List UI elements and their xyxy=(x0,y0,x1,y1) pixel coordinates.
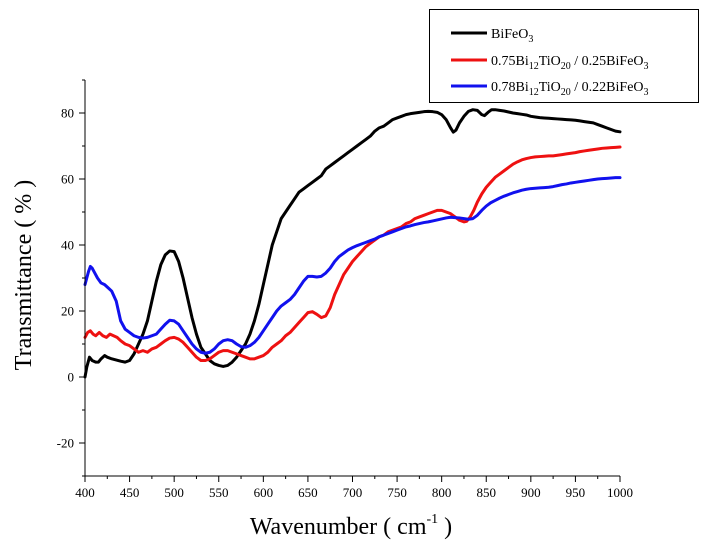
y-tick-label-20: 20 xyxy=(61,304,74,319)
y-tick-label-0: 0 xyxy=(68,370,75,385)
x-tick-label-700: 700 xyxy=(343,485,363,500)
x-tick-label-850: 850 xyxy=(477,485,497,500)
y-axis-title: Transmittance ( % ) xyxy=(11,180,37,370)
series-line-1 xyxy=(83,145,622,362)
x-tick-label-900: 900 xyxy=(521,485,541,500)
x-tick-label-650: 650 xyxy=(298,485,318,500)
x-tick-label-750: 750 xyxy=(387,485,407,500)
x-axis-title: Wavenumber ( cm-1 ) xyxy=(250,512,452,540)
legend-label-bifeo3: BiFeO3 xyxy=(491,27,533,45)
x-tick-label-600: 600 xyxy=(254,485,274,500)
x-tick-label-550: 550 xyxy=(209,485,229,500)
plot-area xyxy=(83,108,622,379)
x-axis-title-end: ) xyxy=(438,514,452,540)
legend-label-075: 0.75Bi12TiO20 / 0.25BiFeO3 xyxy=(491,54,649,72)
y-tick-label-40: 40 xyxy=(61,238,74,253)
x-tick-label-400: 400 xyxy=(75,485,95,500)
x-axis-title-sup: -1 xyxy=(427,512,439,527)
x-tick-label-500: 500 xyxy=(164,485,184,500)
y-tick-label-80: 80 xyxy=(61,106,74,121)
legend: BiFeO3 0.75Bi12TiO20 / 0.25BiFeO3 0.78Bi… xyxy=(429,9,699,103)
series-line-2 xyxy=(83,176,622,355)
y-tick-label--20: -20 xyxy=(57,436,74,451)
x-tick-label-950: 950 xyxy=(566,485,586,500)
series-line-0 xyxy=(83,108,622,379)
x-tick-label-800: 800 xyxy=(432,485,452,500)
legend-label-078: 0.78Bi12TiO20 / 0.22BiFeO3 xyxy=(491,80,649,98)
x-tick-label-450: 450 xyxy=(120,485,140,500)
x-tick-label-1000: 1000 xyxy=(607,485,633,500)
axes: 400 450 500 550 600 650 700 750 800 850 900 950 1000… xyxy=(57,79,633,500)
y-tick-label-60: 60 xyxy=(61,172,74,187)
x-axis-title-main: Wavenumber ( cm xyxy=(250,514,427,540)
